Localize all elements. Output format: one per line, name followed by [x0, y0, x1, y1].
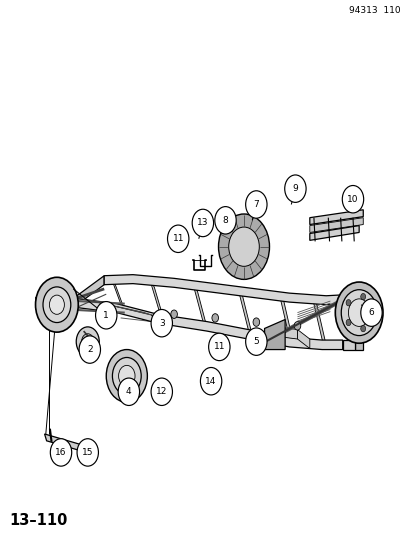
Circle shape: [106, 350, 147, 402]
Text: 7: 7: [253, 200, 259, 209]
Circle shape: [252, 318, 259, 326]
Text: 8: 8: [222, 216, 228, 225]
Circle shape: [167, 225, 188, 253]
Polygon shape: [297, 329, 309, 349]
Circle shape: [77, 439, 98, 466]
Text: 16: 16: [55, 448, 66, 457]
Circle shape: [36, 277, 78, 332]
Polygon shape: [49, 298, 342, 350]
Circle shape: [43, 287, 71, 322]
Circle shape: [50, 439, 71, 466]
Circle shape: [171, 310, 177, 318]
Text: 1: 1: [103, 311, 109, 320]
Circle shape: [192, 209, 213, 237]
Circle shape: [348, 299, 369, 326]
Polygon shape: [280, 327, 297, 339]
Polygon shape: [264, 319, 285, 350]
Polygon shape: [309, 210, 362, 224]
Circle shape: [118, 366, 135, 386]
Text: 12: 12: [156, 387, 167, 396]
Text: 13: 13: [197, 219, 208, 228]
Text: 10: 10: [347, 195, 358, 204]
Polygon shape: [237, 288, 252, 338]
Circle shape: [360, 326, 365, 332]
Circle shape: [95, 302, 116, 329]
Circle shape: [369, 310, 374, 316]
Circle shape: [345, 319, 350, 326]
Text: 3: 3: [159, 319, 164, 328]
Circle shape: [245, 191, 266, 218]
Circle shape: [79, 336, 100, 364]
Circle shape: [112, 358, 141, 394]
Circle shape: [345, 300, 350, 306]
Text: 11: 11: [172, 235, 183, 243]
Text: 13–110: 13–110: [9, 513, 68, 528]
Circle shape: [360, 299, 381, 326]
Polygon shape: [278, 293, 294, 346]
Polygon shape: [309, 217, 362, 232]
Polygon shape: [309, 225, 358, 240]
Polygon shape: [73, 276, 104, 308]
Polygon shape: [354, 294, 362, 350]
Polygon shape: [247, 334, 260, 349]
Circle shape: [218, 214, 269, 279]
Circle shape: [208, 333, 230, 361]
Text: 2: 2: [87, 345, 93, 354]
Circle shape: [340, 290, 376, 336]
Circle shape: [342, 185, 363, 213]
Text: 14: 14: [205, 377, 216, 386]
Circle shape: [49, 295, 64, 314]
Text: 15: 15: [82, 448, 93, 457]
Text: 94313  110: 94313 110: [348, 5, 399, 14]
Text: 5: 5: [253, 337, 259, 346]
Polygon shape: [311, 295, 326, 349]
Text: 9: 9: [292, 184, 298, 193]
Circle shape: [151, 378, 172, 406]
Circle shape: [228, 227, 259, 266]
Circle shape: [76, 327, 99, 357]
Circle shape: [294, 321, 300, 330]
Circle shape: [360, 294, 365, 300]
Circle shape: [211, 314, 218, 322]
Circle shape: [335, 282, 382, 343]
Text: 6: 6: [368, 308, 373, 317]
Polygon shape: [110, 276, 125, 313]
Circle shape: [118, 378, 139, 406]
Text: 4: 4: [126, 387, 131, 396]
Polygon shape: [342, 294, 358, 303]
Text: 11: 11: [213, 342, 225, 351]
Circle shape: [214, 207, 236, 234]
Polygon shape: [260, 327, 280, 343]
Polygon shape: [342, 340, 354, 350]
Circle shape: [200, 367, 221, 395]
Circle shape: [245, 328, 266, 356]
Polygon shape: [45, 434, 92, 454]
Circle shape: [151, 310, 172, 337]
Polygon shape: [192, 282, 207, 330]
Polygon shape: [104, 274, 354, 305]
Polygon shape: [149, 278, 164, 322]
Polygon shape: [49, 298, 73, 308]
Circle shape: [284, 175, 305, 203]
Circle shape: [81, 334, 94, 350]
